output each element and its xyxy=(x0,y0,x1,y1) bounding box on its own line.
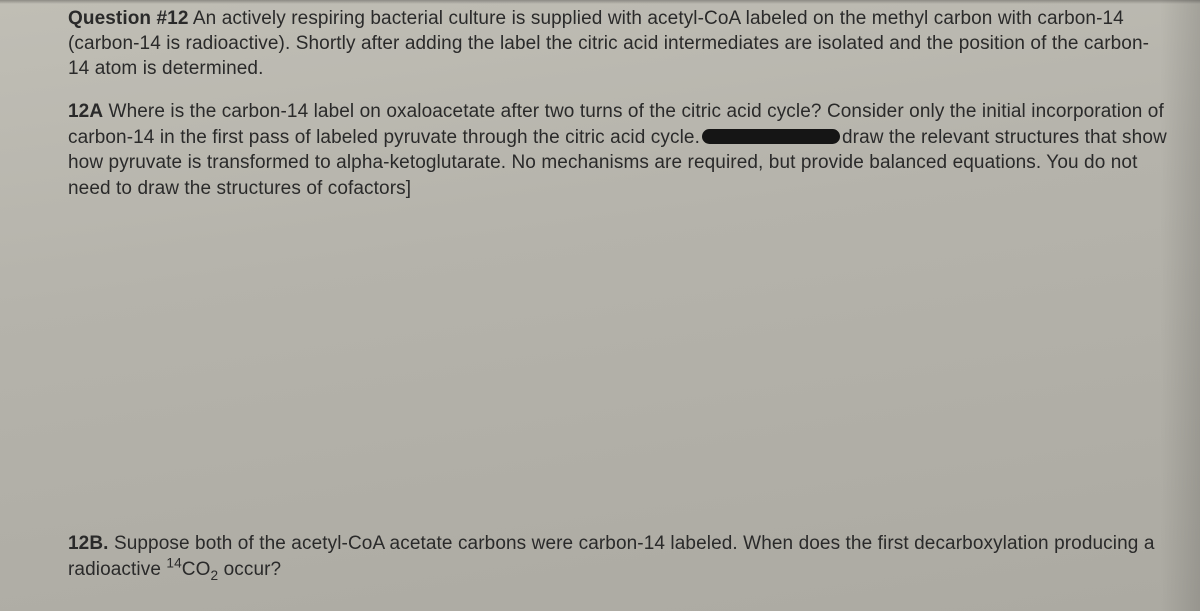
worksheet-page: Question #12 An actively respiring bacte… xyxy=(0,0,1200,611)
question-part-b: 12B. Suppose both of the acetyl-CoA acet… xyxy=(68,531,1170,582)
question-part-a: 12A Where is the carbon-14 label on oxal… xyxy=(68,99,1170,201)
formula-base: CO xyxy=(182,559,211,580)
redaction-mark xyxy=(702,129,840,144)
formula-superscript: 14 xyxy=(166,555,181,570)
top-shadow xyxy=(0,0,1200,4)
question-number: Question #12 xyxy=(68,8,189,29)
intro-text: An actively respiring bacterial culture … xyxy=(68,8,1149,79)
question-intro: Question #12 An actively respiring bacte… xyxy=(68,6,1170,81)
part-b-label: 12B. xyxy=(68,533,109,554)
part-b-tail: occur? xyxy=(218,559,281,580)
answer-space xyxy=(68,201,1170,531)
part-a-label: 12A xyxy=(68,101,103,122)
